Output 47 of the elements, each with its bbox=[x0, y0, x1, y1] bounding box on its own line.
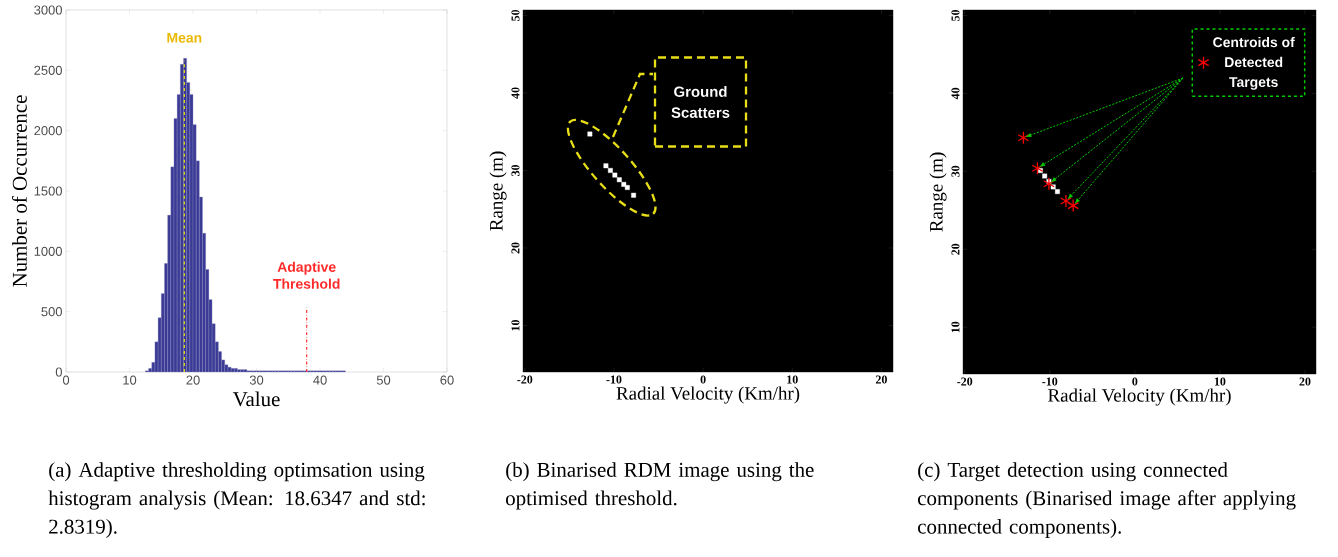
ref-line-label: Mean bbox=[167, 32, 202, 43]
y-tick-label: 20 bbox=[951, 243, 960, 255]
x-axis-title: Radial Velocity (Km/hr) bbox=[616, 386, 800, 404]
y-axis-title: Range (m) bbox=[929, 152, 947, 232]
y-tick-label: 3000 bbox=[34, 5, 62, 15]
x-tick-label: -10 bbox=[1042, 377, 1058, 386]
y-tick-label: 1000 bbox=[34, 246, 62, 256]
text: (a) Adaptive thresholding optimsation using histogram analysis (Mean: 18.6347 and std: 2.8319). bbox=[48, 462, 425, 538]
x-tick-label: 10 bbox=[1214, 377, 1226, 386]
x-axis-title: Value bbox=[232, 391, 280, 407]
x-tick-label: 50 bbox=[376, 375, 391, 385]
annotation: Ground Scatters bbox=[671, 86, 730, 118]
y-tick-label: 50 bbox=[951, 9, 960, 21]
y-tick-label: 30 bbox=[951, 165, 960, 177]
x-tick-label: 10 bbox=[787, 375, 798, 384]
y-tick-label: 10 bbox=[511, 319, 520, 331]
y-tick-label: 50 bbox=[511, 9, 520, 21]
x-tick-label: 20 bbox=[186, 375, 200, 385]
y-tick-label: 500 bbox=[41, 307, 62, 317]
y-tick-label: 30 bbox=[511, 164, 520, 176]
y-tick-label: 0 bbox=[55, 367, 62, 377]
legend-label: Centroids of Detected Targets bbox=[1213, 36, 1295, 90]
x-tick-label: -10 bbox=[606, 375, 622, 384]
x-tick-label: 30 bbox=[249, 375, 264, 385]
text: (c) Target detection using connected components (Binarised image after applying connected components). bbox=[918, 462, 1296, 538]
x-tick-label: 0 bbox=[1132, 377, 1138, 386]
y-tick-label: 40 bbox=[511, 87, 520, 99]
y-axis-title: Number of Occurrence bbox=[11, 95, 27, 287]
y-tick-label: 1500 bbox=[34, 186, 62, 196]
y-tick-label: 40 bbox=[951, 87, 960, 100]
y-tick-label: 2000 bbox=[34, 126, 62, 136]
x-tick-label: 40 bbox=[313, 375, 327, 385]
ref-line-label: Adaptive Threshold bbox=[273, 261, 340, 289]
y-tick-label: 20 bbox=[511, 242, 520, 254]
x-tick-label: 60 bbox=[440, 375, 454, 385]
x-tick-label: 20 bbox=[875, 375, 887, 384]
y-tick-label: 10 bbox=[951, 321, 960, 333]
y-axis-title: Range (m) bbox=[489, 151, 507, 231]
x-tick-label: -20 bbox=[957, 377, 973, 386]
x-tick-label: 0 bbox=[62, 375, 70, 385]
x-tick-label: 0 bbox=[700, 375, 706, 384]
x-tick-label: -20 bbox=[517, 375, 533, 384]
x-tick-label: 10 bbox=[123, 375, 137, 385]
x-tick-label: 20 bbox=[1299, 377, 1311, 386]
y-tick-label: 2500 bbox=[34, 65, 62, 75]
text: (b) Binarised RDM image using the optimised threshold. bbox=[506, 462, 814, 510]
x-axis-title: Radial Velocity (Km/hr) bbox=[1048, 388, 1231, 406]
